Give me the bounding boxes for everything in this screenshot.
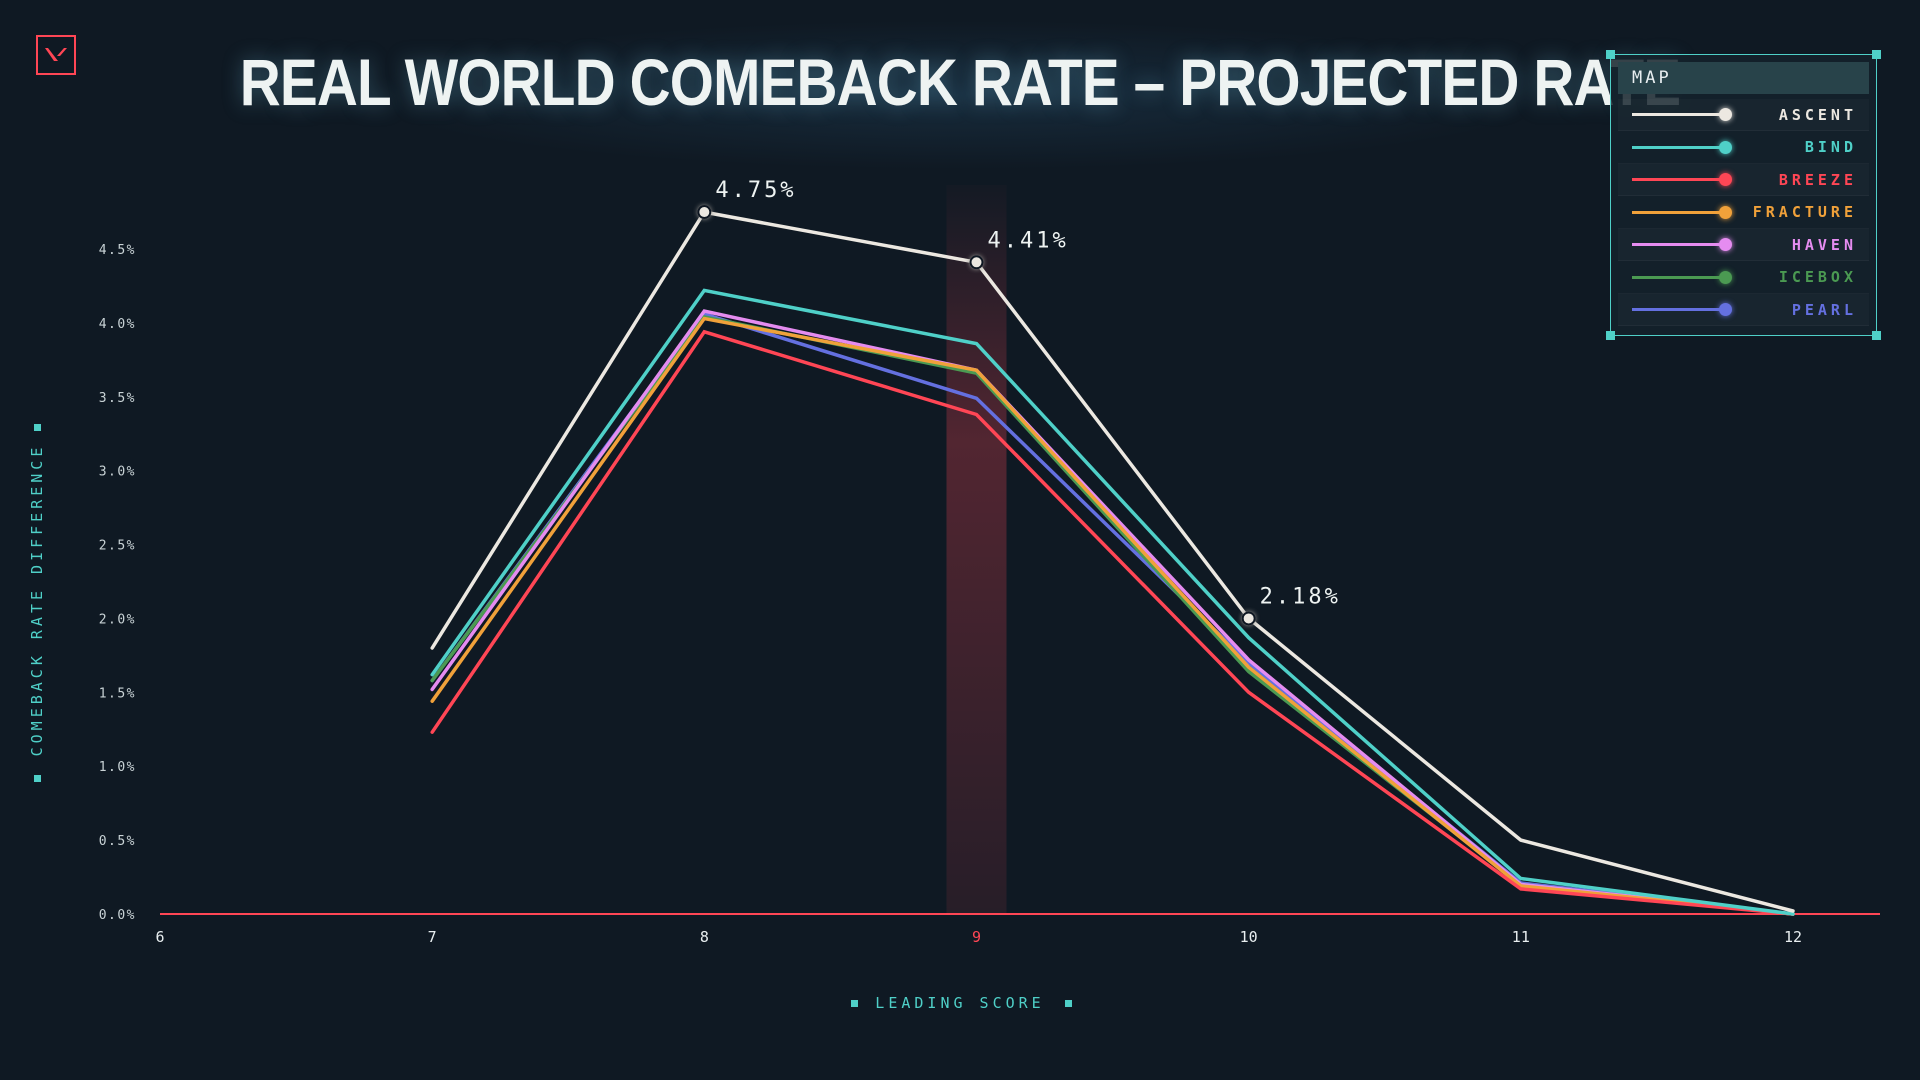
y-tick-label: 0.5% xyxy=(99,834,136,849)
legend-label: FRACTURE xyxy=(1752,203,1857,221)
legend-swatch-line xyxy=(1632,308,1726,311)
legend-swatch-dot xyxy=(1719,140,1732,154)
x-tick-label: 8 xyxy=(700,928,709,946)
series-line-fracture xyxy=(430,316,1795,916)
legend-swatch-line xyxy=(1632,275,1726,279)
y-tick-label: 2.0% xyxy=(99,612,136,627)
legend-corner xyxy=(1606,50,1615,59)
x-axis-title: LEADING SCORE xyxy=(875,994,1045,1012)
legend-item-ascent: ASCENT xyxy=(1618,99,1869,131)
annotation-point xyxy=(969,255,984,270)
legend: MAP ASCENT BIND BREEZE FRACTURE HAVEN ICEBOX P… xyxy=(1606,50,1881,340)
x-tick-label: 11 xyxy=(1512,928,1530,946)
highlight-band xyxy=(946,185,1007,914)
legend-label: HAVEN xyxy=(1791,235,1857,254)
legend-swatch-dot xyxy=(1719,108,1732,121)
y-tick-label: 4.0% xyxy=(99,317,136,332)
legend-swatch-line xyxy=(1632,243,1726,246)
x-tick-label: 7 xyxy=(428,928,437,946)
series-line-ascent xyxy=(430,210,1795,913)
y-axis-title-marker xyxy=(34,424,41,431)
legend-corner xyxy=(1606,331,1615,340)
annotation-label: 2.18% xyxy=(1260,584,1341,609)
legend-swatch-dot xyxy=(1719,173,1732,186)
x-axis-title-marker xyxy=(1065,1000,1072,1007)
series-line-bind xyxy=(430,288,1795,916)
x-tick-label: 6 xyxy=(155,928,164,946)
legend-swatch-dot xyxy=(1719,270,1732,284)
legend-item-breeze: BREEZE xyxy=(1618,164,1869,196)
annotation-point xyxy=(1241,611,1256,626)
series-line-haven xyxy=(430,309,1795,916)
legend-swatch-line xyxy=(1632,113,1726,116)
legend-swatch-line xyxy=(1632,145,1726,149)
y-axis-title-marker xyxy=(34,775,41,782)
y-tick-label: 1.5% xyxy=(99,686,136,701)
legend-label: BIND xyxy=(1804,138,1857,156)
y-tick-label: 3.5% xyxy=(99,391,136,406)
series-line-breeze xyxy=(430,329,1795,916)
valorant-logo-icon xyxy=(36,35,76,75)
y-tick-label: 2.5% xyxy=(99,539,136,554)
legend-label: ASCENT xyxy=(1778,105,1857,124)
y-tick-label: 1.0% xyxy=(99,760,136,775)
legend-label: PEARL xyxy=(1791,300,1857,319)
annotation-label: 4.41% xyxy=(988,228,1069,253)
legend-corner xyxy=(1872,50,1881,59)
x-axis-title-marker xyxy=(851,1000,858,1007)
annotation-label: 4.75% xyxy=(715,178,796,203)
legend-swatch-line xyxy=(1632,178,1726,181)
y-tick-label: 4.5% xyxy=(99,243,136,258)
legend-swatch-dot xyxy=(1719,303,1732,316)
legend-item-fracture: FRACTURE xyxy=(1618,197,1869,229)
annotation-point xyxy=(697,205,712,220)
y-axis-title: COMEBACK RATE DIFFERENCE xyxy=(28,443,46,757)
legend-swatch-dot xyxy=(1719,205,1732,219)
legend-item-pearl: PEARL xyxy=(1618,294,1869,326)
legend-label: ICEBOX xyxy=(1778,268,1857,286)
legend-label: BREEZE xyxy=(1778,170,1857,189)
legend-item-bind: BIND xyxy=(1618,132,1869,164)
legend-item-haven: HAVEN xyxy=(1618,229,1869,261)
legend-swatch-line xyxy=(1632,210,1726,214)
x-tick-label: 12 xyxy=(1784,928,1802,946)
legend-corner xyxy=(1872,331,1881,340)
x-tick-label: 9 xyxy=(972,928,981,946)
legend-heading: MAP xyxy=(1618,62,1869,94)
chart-title: REAL WORLD COMEBACK RATE – PROJECTED RAT… xyxy=(239,45,1681,119)
y-tick-label: 3.0% xyxy=(99,465,136,480)
legend-item-icebox: ICEBOX xyxy=(1618,262,1869,294)
legend-swatch-dot xyxy=(1719,238,1732,251)
y-tick-label: 0.0% xyxy=(99,908,136,923)
x-tick-label: 10 xyxy=(1240,928,1258,946)
